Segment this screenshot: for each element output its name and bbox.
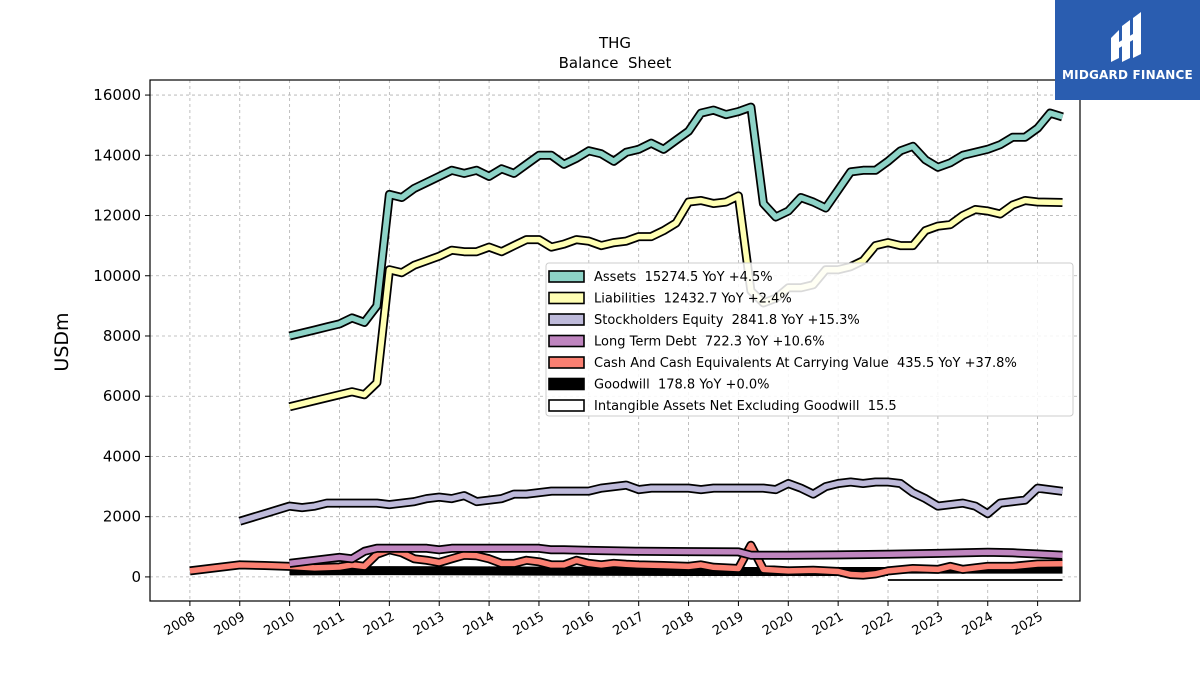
cash-and-cash-equivalents-at-carrying-value-line <box>189 542 1063 578</box>
y-tick-label: 10000 <box>93 267 141 285</box>
y-tick-label: 16000 <box>93 86 141 104</box>
legend-label-liabilities: Liabilities 12432.7 YoY +2.4% <box>594 292 792 307</box>
assets-line <box>288 104 1064 339</box>
y-tick-label: 14000 <box>93 146 141 164</box>
x-tick-label: 2008 <box>162 609 198 639</box>
legend-swatch-liabilities <box>548 291 585 305</box>
x-tick-label: 2022 <box>860 609 896 639</box>
x-tick-label: 2014 <box>461 609 497 639</box>
y-axis-ticks: 0 2000 4000 6000 8000 10000 12000 14000 16000 <box>93 86 150 586</box>
legend-label-intangible-assets-net-excluding-goodwill: Intangible Assets Net Excluding Goodwill… <box>594 399 897 414</box>
legend-label-cash-and-cash-equivalents-at-carrying-value: Cash And Cash Equivalents At Carrying Va… <box>594 356 1017 371</box>
legend-label-assets: Assets 15274.5 YoY +4.5% <box>594 270 773 285</box>
y-tick-label: 0 <box>131 568 141 586</box>
x-tick-label: 2012 <box>361 609 397 639</box>
midgard-logo-icon <box>1111 12 1141 62</box>
series-lines <box>189 102 1064 581</box>
legend-swatch-stockholders-equity <box>548 313 585 326</box>
x-tick-label: 2025 <box>1009 609 1045 639</box>
legend-label-long-term-debt: Long Term Debt 722.3 YoY +10.6% <box>594 335 825 350</box>
legend-label-stockholders-equity: Stockholders Equity 2841.8 YoY +15.3% <box>594 313 860 328</box>
y-axis-label: USDm <box>51 312 73 371</box>
x-tick-label: 2015 <box>511 609 547 639</box>
legend-box <box>545 262 1074 417</box>
legend-swatch-long-term-debt <box>548 334 585 348</box>
x-tick-label: 2018 <box>660 609 696 639</box>
y-tick-label: 2000 <box>103 508 141 526</box>
x-tick-label: 2020 <box>760 609 796 639</box>
x-tick-label: 2013 <box>411 609 447 639</box>
chart-subtitle: Balance Sheet <box>559 54 672 72</box>
y-tick-label: 8000 <box>103 327 141 345</box>
stockholders-equity-line <box>239 479 1063 524</box>
brand-name: MIDGARD FINANCE <box>1062 68 1193 82</box>
brand-logo: MIDGARD FINANCE <box>1055 0 1200 100</box>
x-tick-label: 2016 <box>561 609 597 639</box>
x-tick-label: 2010 <box>261 609 297 639</box>
x-tick-label: 2024 <box>960 609 996 639</box>
x-tick-label: 2021 <box>810 609 846 639</box>
legend-swatch-goodwill <box>548 377 585 391</box>
legend-label-goodwill: Goodwill 178.8 YoY +0.0% <box>594 378 769 393</box>
liabilities-line <box>288 193 1063 410</box>
y-tick-label: 6000 <box>103 387 141 405</box>
legend: Assets 15274.5 YoY +4.5% Liabilities 1243… <box>545 262 1074 417</box>
x-tick-label: 2009 <box>212 609 248 639</box>
x-tick-label: 2019 <box>710 609 746 639</box>
legend-swatch-intangible-assets-net-excluding-goodwill <box>548 399 585 412</box>
x-axis-ticks: 2008 2009 2010 2011 2012 2013 2014 2015 2016 2017… <box>162 601 1046 639</box>
plot-frame <box>149 79 1081 602</box>
x-tick-label: 2017 <box>611 609 647 639</box>
legend-swatch-cash-and-cash-equivalents-at-carrying-value <box>548 356 585 369</box>
y-tick-label: 12000 <box>93 207 141 225</box>
legend-swatch-assets <box>548 270 585 283</box>
chart-title: THG <box>598 34 631 52</box>
long-term-debt-line <box>289 545 1063 567</box>
y-tick-label: 4000 <box>103 447 141 465</box>
x-tick-label: 2023 <box>910 609 946 639</box>
x-tick-label: 2011 <box>311 609 347 639</box>
